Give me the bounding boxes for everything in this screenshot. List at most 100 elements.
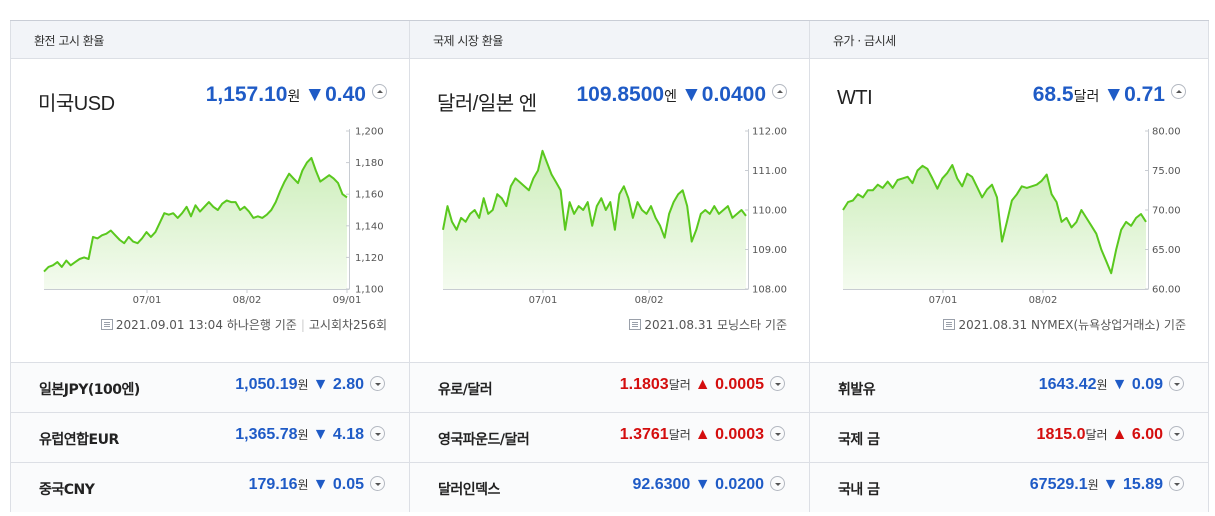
expand-toggle-icon[interactable] [770, 376, 785, 391]
rate-unit: 달러 [668, 428, 691, 442]
expand-toggle-icon[interactable] [770, 476, 785, 491]
main-rate-name[interactable]: 미국USD [38, 93, 115, 115]
collapse-toggle-icon[interactable] [1171, 84, 1186, 99]
rate-row[interactable]: 영국파운드/달러 1.3761달러 ▲ 0.0003 [410, 412, 809, 462]
source-provider: 하나은행 기준 [226, 318, 297, 332]
y-tick-label: 60.00 [1152, 285, 1181, 296]
expand-toggle-icon[interactable] [1169, 376, 1184, 391]
main-rate-value: 1,157.10 [205, 83, 288, 106]
rate-name: 중국CNY [39, 482, 95, 498]
rate-value: 1643.42 [1038, 376, 1097, 393]
x-tick-label: 08/02 [635, 295, 664, 306]
x-tick-label: 07/01 [529, 295, 558, 306]
document-icon [943, 319, 956, 330]
rate-change: ▲ 6.00 [1111, 426, 1163, 443]
rate-change: ▼ 4.18 [312, 426, 364, 443]
expand-toggle-icon[interactable] [770, 426, 785, 441]
main-rate-row: WTI 68.5달러 ▼0.71 [810, 81, 1208, 115]
main-rate-row: 달러/일본 엔 109.8500엔 ▼0.0400 [410, 81, 809, 115]
rate-row[interactable]: 중국CNY 179.16원 ▼ 0.05 [11, 462, 409, 512]
rate-row[interactable]: 국내 금 67529.1원 ▼ 15.89 [810, 462, 1208, 512]
x-tick-label: 09/01 [333, 295, 362, 306]
expand-toggle-icon[interactable] [370, 376, 385, 391]
rate-value: 1.1803 [619, 376, 669, 393]
rate-change: ▼ 15.89 [1102, 476, 1163, 493]
rate-unit: 달러 [1085, 428, 1108, 442]
y-tick-label: 112.00 [752, 127, 787, 138]
y-tick-label: 75.00 [1152, 166, 1181, 177]
oil-gold-panel: 유가 · 금시세 WTI 68.5달러 ▼0.71 80.00 75.00 70.00… [810, 21, 1209, 512]
y-tick-label: 109.00 [752, 245, 787, 256]
rate-unit: 원 [297, 428, 309, 442]
rate-unit: 원 [297, 378, 309, 392]
y-tick-label: 70.00 [1152, 206, 1181, 217]
rate-list: 휘발유 1643.42원 ▼ 0.09 국제 금 1815.0달러 ▲ 6.00 국… [810, 362, 1208, 512]
expand-toggle-icon[interactable] [370, 476, 385, 491]
main-rate-unit: 달러 [1073, 88, 1100, 104]
y-tick-label: 1,120 [355, 253, 384, 264]
rate-list: 일본JPY(100엔) 1,050.19원 ▼ 2.80 유럽연합EUR 1,36… [11, 362, 409, 512]
rate-name: 휘발유 [838, 382, 876, 398]
expand-toggle-icon[interactable] [370, 426, 385, 441]
rate-row[interactable]: 유럽연합EUR 1,365.78원 ▼ 4.18 [11, 412, 409, 462]
main-rate-value-group: 109.8500엔 ▼0.0400 [576, 83, 787, 107]
exchange-rate-panel: 환전 고시 환율 미국USD 1,157.10원 ▼0.40 1,200 1,180… [10, 21, 410, 512]
rate-value-group: 1.3761달러 ▲ 0.0003 [620, 426, 785, 444]
chart-line [442, 149, 747, 243]
rate-value-group: 1643.42원 ▼ 0.09 [1039, 376, 1184, 394]
rate-change: ▲ 0.0005 [694, 376, 764, 393]
rate-unit: 원 [297, 478, 309, 492]
main-rate-value-group: 1,157.10원 ▼0.40 [206, 83, 387, 107]
rate-value: 1815.0 [1036, 426, 1086, 443]
rate-change: ▼ 0.05 [312, 476, 364, 493]
main-rate-row: 미국USD 1,157.10원 ▼0.40 [11, 81, 409, 115]
y-tick-label: 1,160 [355, 190, 384, 201]
rate-name: 유로/달러 [438, 382, 493, 398]
x-tick-label: 07/01 [929, 295, 958, 306]
expand-toggle-icon[interactable] [1169, 476, 1184, 491]
rate-row[interactable]: 휘발유 1643.42원 ▼ 0.09 [810, 362, 1208, 412]
rate-value: 67529.1 [1029, 476, 1088, 493]
rate-list: 유로/달러 1.1803달러 ▲ 0.0005 영국파운드/달러 1.3761달러… [410, 362, 809, 512]
y-tick-label: 1,140 [355, 221, 384, 232]
chart-line [842, 164, 1147, 275]
panel-header[interactable]: 유가 · 금시세 [810, 21, 1208, 59]
chart-area [44, 157, 347, 289]
main-rate-name[interactable]: 달러/일본 엔 [437, 93, 537, 115]
main-rate-change: ▼0.0400 [680, 83, 766, 106]
rate-value: 1,365.78 [235, 426, 298, 443]
source-provider: NYMEX(뉴욕상업거래소) 기준 [1030, 318, 1186, 332]
rate-row[interactable]: 국제 금 1815.0달러 ▲ 6.00 [810, 412, 1208, 462]
rate-row[interactable]: 일본JPY(100엔) 1,050.19원 ▼ 2.80 [11, 362, 409, 412]
rate-unit: 달러 [668, 378, 691, 392]
source-extra: 고시회차256회 [308, 318, 387, 332]
rate-name: 유럽연합EUR [39, 432, 119, 448]
rate-value-group: 1,365.78원 ▼ 4.18 [235, 426, 385, 444]
rate-unit: 원 [1087, 478, 1099, 492]
panel-header[interactable]: 국제 시장 환율 [410, 21, 809, 59]
rate-row[interactable]: 유로/달러 1.1803달러 ▲ 0.0005 [410, 362, 809, 412]
x-tick-label: 07/01 [133, 295, 162, 306]
rate-row[interactable]: 달러인덱스 92.6300 ▼ 0.0200 [410, 462, 809, 512]
rate-change: ▼ 0.0200 [694, 476, 764, 493]
main-rate-value: 109.8500 [576, 83, 665, 106]
y-tick-label: 1,200 [355, 127, 384, 138]
source-provider: 모닝스타 기준 [716, 318, 787, 332]
source-info: 2021.09.01 13:04 하나은행 기준 | 고시회차256회 [100, 316, 387, 333]
source-datetime: 2021.08.31 [958, 318, 1028, 332]
rate-value-group: 1815.0달러 ▲ 6.00 [1037, 426, 1184, 444]
collapse-toggle-icon[interactable] [372, 84, 387, 99]
collapse-toggle-icon[interactable] [772, 84, 787, 99]
panel-header[interactable]: 환전 고시 환율 [11, 21, 409, 59]
main-rate-name[interactable]: WTI [837, 87, 873, 109]
rate-value: 1.3761 [619, 426, 669, 443]
y-tick-label: 108.00 [752, 285, 787, 296]
document-icon [100, 319, 113, 330]
rate-change: ▼ 2.80 [312, 376, 364, 393]
expand-toggle-icon[interactable] [1169, 426, 1184, 441]
rate-name: 국제 금 [838, 432, 880, 448]
source-datetime: 2021.08.31 [644, 318, 714, 332]
usd-jpy-chart: 112.00 111.00 110.00 109.00 108.00 07/01 08/02 [442, 127, 787, 306]
rate-name: 국내 금 [838, 482, 880, 498]
rate-value-group: 1,050.19원 ▼ 2.80 [235, 376, 385, 394]
